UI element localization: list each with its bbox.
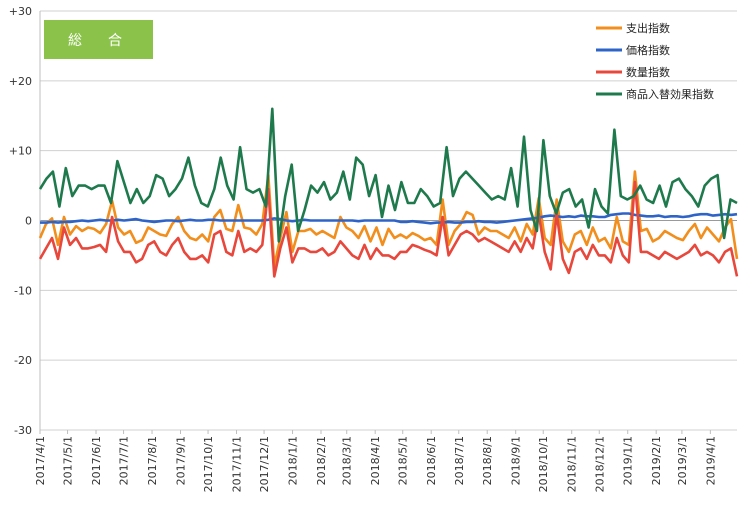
x-tick-label: 2017/12/1 <box>258 436 271 492</box>
x-tick-label: 2018/12/1 <box>593 436 606 492</box>
x-tick-label: 2018/6/1 <box>425 436 438 485</box>
y-tick-label: +10 <box>9 145 32 158</box>
x-axis: 2017/4/1 2017/5/1 2017/6/1 2017/7/1 2017/8/1… <box>34 430 717 492</box>
series-line <box>38 180 739 278</box>
title-badge-background <box>44 20 153 59</box>
legend-label: 価格指数 <box>626 43 670 57</box>
x-tick-label: 2017/6/1 <box>90 436 103 485</box>
x-tick-label: 2018/1/1 <box>287 436 300 485</box>
x-tick-label: 2018/8/1 <box>481 436 494 485</box>
x-tick-label: 2017/10/1 <box>202 436 215 492</box>
x-tick-label: 2018/10/1 <box>537 436 550 492</box>
y-tick-label: -10 <box>14 284 32 297</box>
x-tick-label: 2018/5/1 <box>397 436 410 485</box>
chart-title-badge: 総 合 <box>44 20 153 59</box>
x-tick-label: 2017/8/1 <box>146 436 159 485</box>
y-tick-label: +20 <box>9 75 32 88</box>
series-line <box>38 170 739 268</box>
x-tick-label: 2019/3/1 <box>676 436 689 485</box>
series-line <box>38 107 738 243</box>
x-tick-label: 2019/2/1 <box>650 436 663 485</box>
x-tick-label: 2018/11/1 <box>566 436 579 492</box>
y-tick-label: -30 <box>14 424 32 437</box>
x-tick-label: 2017/9/1 <box>175 436 188 485</box>
x-tick-label: 2018/7/1 <box>453 436 466 485</box>
x-tick-label: 2018/3/1 <box>341 436 354 485</box>
y-tick-label: -20 <box>14 354 32 367</box>
legend-label: 数量指数 <box>626 65 670 79</box>
y-tick-label: +30 <box>9 5 32 18</box>
x-tick-label: 2017/4/1 <box>34 436 47 485</box>
x-tick-label: 2017/5/1 <box>62 436 75 485</box>
legend-label: 商品入替効果指数 <box>626 87 714 101</box>
x-tick-label: 2017/11/1 <box>231 436 244 492</box>
series-lines <box>38 107 739 278</box>
series-line <box>40 212 738 225</box>
x-tick-label: 2017/7/1 <box>118 436 131 485</box>
x-tick-label: 2018/9/1 <box>510 436 523 485</box>
y-tick-label: 0 <box>25 215 32 228</box>
legend-label: 支出指数 <box>626 21 670 35</box>
x-tick-label: 2019/1/1 <box>622 436 635 485</box>
chart-title: 総 合 <box>68 33 128 49</box>
x-tick-label: 2019/4/1 <box>704 436 717 485</box>
x-tick-label: 2018/4/1 <box>369 436 382 485</box>
y-axis: +30 +20 +10 0 -10 -20 -30 <box>9 5 41 437</box>
x-tick-label: 2018/2/1 <box>315 436 328 485</box>
